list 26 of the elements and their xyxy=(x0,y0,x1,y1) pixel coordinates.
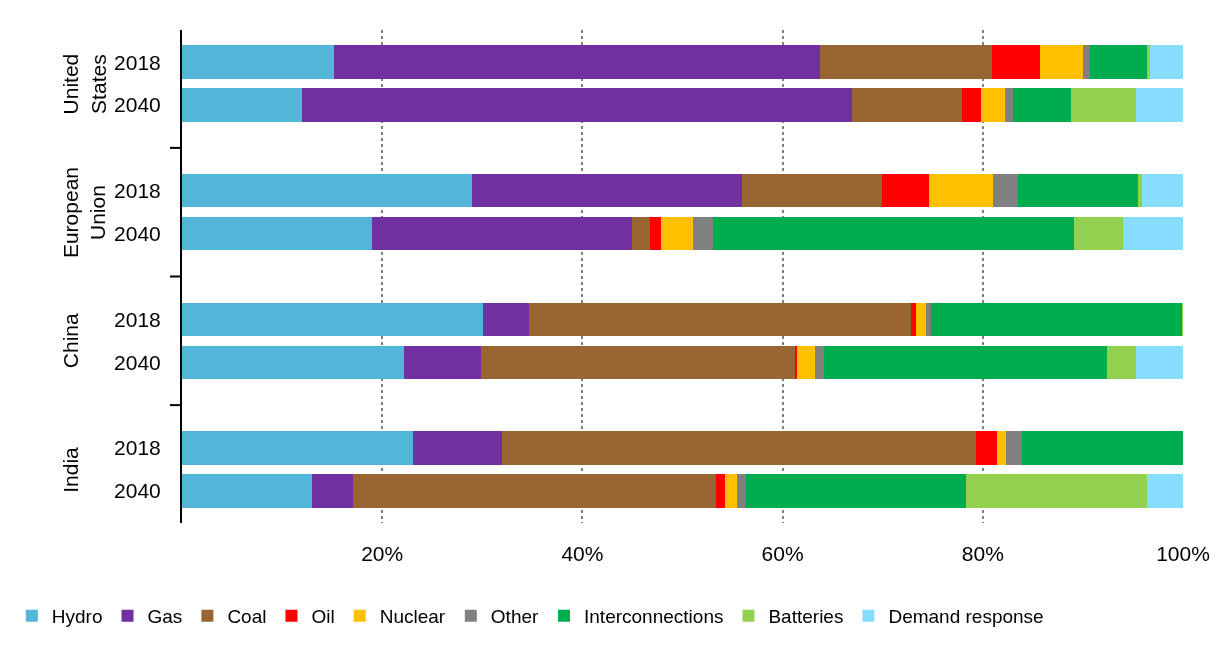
y-tick-label: 2018 xyxy=(114,436,161,460)
y-tick-label: 2018 xyxy=(114,50,161,74)
x-tick-label: 80% xyxy=(961,542,1004,565)
text: India xyxy=(58,446,82,493)
text: China xyxy=(58,312,82,369)
legend-label: Hydro xyxy=(51,606,103,628)
legend-label: Nuclear xyxy=(379,606,446,628)
y-tick-label: 2040 xyxy=(114,93,161,117)
y-tick-label: 2018 xyxy=(114,179,161,203)
text: European Union xyxy=(58,167,109,259)
legend-label: Batteries xyxy=(768,606,844,628)
legend-label: Interconnections xyxy=(584,606,724,628)
y-tick-label: 2040 xyxy=(114,479,161,503)
y-tick-label: 2040 xyxy=(114,350,161,374)
x-tick-label: 40% xyxy=(561,542,604,565)
legend-label: Gas xyxy=(147,606,183,628)
x-tick-label: 20% xyxy=(361,542,404,565)
y-tick-label: 2040 xyxy=(114,221,161,245)
legend-label: Oil xyxy=(311,606,335,628)
legend-label: Other xyxy=(490,606,540,628)
y-tick-label: 2018 xyxy=(114,307,161,331)
x-tick-label: 60% xyxy=(761,542,804,565)
legend-label: Demand response xyxy=(888,606,1044,628)
legend-label: Coal xyxy=(227,606,267,628)
text: United States xyxy=(59,53,110,115)
x-tick-label: 100% xyxy=(1156,542,1210,565)
